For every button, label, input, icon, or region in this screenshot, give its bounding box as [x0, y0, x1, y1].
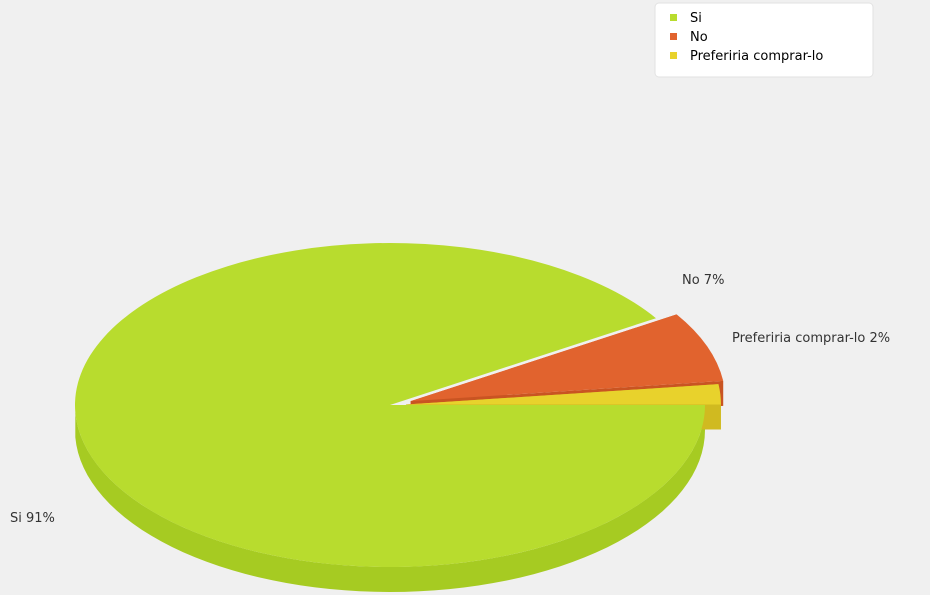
- legend-box: [654, 2, 874, 78]
- slice-label-no: No 7%: [682, 273, 724, 288]
- slice-label-si: Si 91%: [10, 511, 55, 526]
- legend-swatch-si: [670, 14, 677, 21]
- legend: Si No Preferiria comprar-lo: [654, 2, 874, 78]
- legend-swatch-no: [670, 33, 677, 40]
- slice-no: [410, 314, 724, 402]
- slice-si: [75, 243, 705, 568]
- pie-labels: Si 91% No 7% Preferiria comprar-lo 2%: [10, 273, 890, 526]
- legend-swatch-preferiria-comprar-lo: [670, 52, 677, 59]
- legend-label-si: Si: [690, 11, 702, 26]
- pie-tops: [75, 243, 724, 568]
- slice-label-preferiria-comprar-lo: Preferiria comprar-lo 2%: [732, 331, 890, 346]
- slice-preferiria-comprar-lo: [405, 384, 721, 405]
- legend-label-no: No: [690, 30, 708, 45]
- legend-label-preferiria-comprar-lo: Preferiria comprar-lo: [690, 49, 823, 64]
